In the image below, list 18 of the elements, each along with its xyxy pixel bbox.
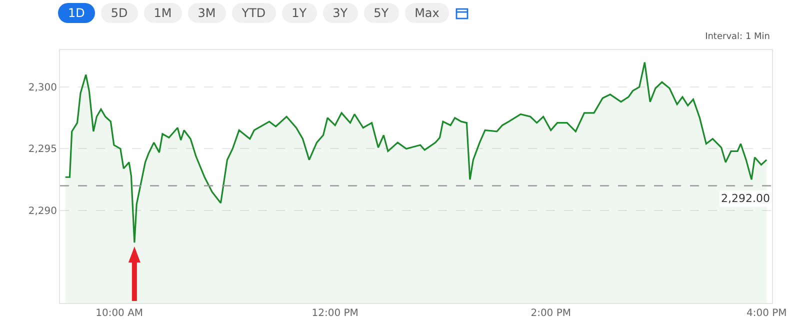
x-tick-label: 2:00 PM bbox=[530, 308, 571, 319]
text: YTD bbox=[232, 3, 276, 23]
x-tick-label: 10:00 AM bbox=[96, 308, 144, 319]
text: 5Y bbox=[364, 3, 399, 23]
y-tick-label: 2,290 bbox=[28, 206, 57, 217]
text: Max bbox=[404, 3, 450, 23]
chart-subtitle: Interval: 1 Min bbox=[705, 32, 770, 42]
text: 3M bbox=[188, 3, 226, 23]
text: 1D bbox=[58, 3, 95, 23]
x-tick-label: 4:00 PM bbox=[746, 308, 787, 319]
x-tick-label: 12:00 PM bbox=[312, 308, 358, 319]
y-tick-label: 2,295 bbox=[28, 144, 57, 156]
y-tick-label: 2,300 bbox=[28, 82, 57, 94]
text: 1M bbox=[144, 3, 182, 23]
text: 5D bbox=[100, 3, 138, 23]
text: 1Y bbox=[282, 3, 317, 23]
text: 3Y bbox=[322, 3, 358, 23]
ref-line-label: 2,292.00 bbox=[721, 192, 770, 205]
